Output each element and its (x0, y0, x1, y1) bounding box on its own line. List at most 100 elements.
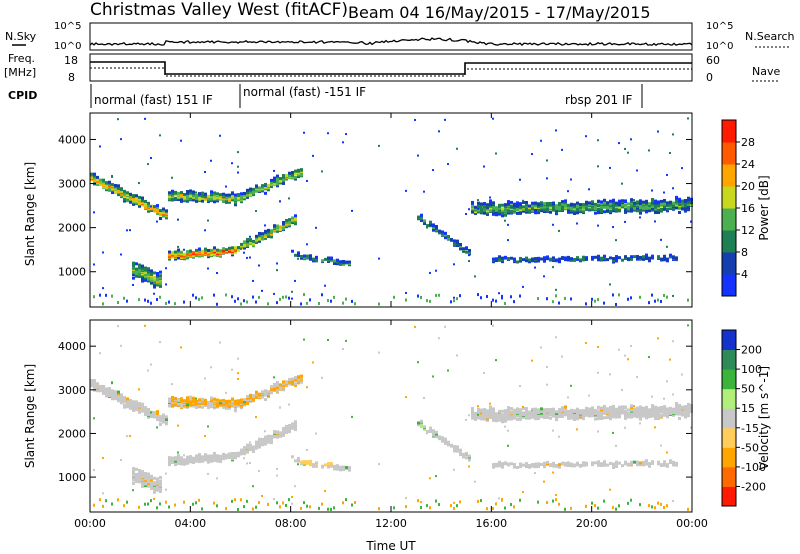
power-echo-cell (144, 273, 147, 277)
power-scatter-cell (288, 197, 290, 200)
power-echo-cell (189, 193, 192, 197)
velocity-scatter-cell (156, 426, 158, 429)
colorbar-segment (722, 369, 736, 390)
colorbar-tick-label: 28 (741, 136, 755, 149)
velocity-scatter-cell (315, 432, 317, 435)
power-echo-cell (123, 197, 126, 201)
velocity-ground-cell (555, 498, 557, 502)
velocity-ground-cell (333, 506, 335, 510)
power-echo-cell (186, 190, 189, 194)
velocity-echo-cell (501, 420, 504, 424)
velocity-ground-cell (168, 505, 170, 509)
velocity-echo-cell (525, 416, 528, 420)
velocity-echo-cell (618, 405, 621, 409)
power-echo-cell (666, 259, 669, 263)
power-echo-cell (93, 172, 96, 176)
power-echo-cell (330, 259, 333, 263)
velocity-echo-cell (429, 426, 432, 430)
velocity-echo-cell (198, 398, 201, 402)
power-ground-cell (342, 301, 344, 305)
power-echo-cell (165, 216, 168, 220)
velocity-ground-cell (405, 505, 407, 509)
velocity-echo-cell (270, 440, 273, 444)
velocity-echo-cell (579, 409, 582, 413)
velocity-echo-cell (96, 384, 99, 388)
power-echo-cell (264, 187, 267, 191)
velocity-echo-cell (168, 397, 171, 401)
velocity-echo-cell (543, 463, 546, 467)
power-echo-cell (573, 257, 576, 261)
power-echo-cell (657, 255, 660, 259)
cpid-segment-3: rbsp 201 IF (565, 93, 632, 107)
velocity-echo-cell (540, 463, 543, 467)
velocity-echo-cell (237, 399, 240, 403)
power-echo-cell (489, 202, 492, 206)
power-scatter-cell (468, 208, 470, 211)
power-echo-cell (258, 239, 261, 243)
velocity-echo-cell (618, 408, 621, 412)
power-echo-cell (585, 256, 588, 260)
power-echo-cell (615, 259, 618, 263)
velocity-ground-cell (282, 501, 284, 505)
velocity-scatter-cell (324, 489, 326, 492)
velocity-echo-cell (300, 379, 303, 383)
power-echo-cell (294, 169, 297, 173)
velocity-echo-cell (231, 451, 234, 455)
velocity-echo-cell (291, 422, 294, 426)
velocity-echo-cell (159, 481, 162, 485)
velocity-echo-cell (210, 396, 213, 400)
velocity-echo-cell (516, 407, 519, 411)
velocity-echo-cell (642, 462, 645, 466)
velocity-echo-cell (207, 403, 210, 407)
power-echo-cell (633, 201, 636, 205)
velocity-echo-cell (189, 397, 192, 401)
velocity-echo-cell (246, 395, 249, 399)
velocity-echo-cell (138, 470, 141, 474)
colorbar-tick-label: 20 (741, 180, 755, 193)
power-echo-cell (195, 193, 198, 197)
power-ground-cell (174, 302, 176, 306)
power-echo-cell (594, 255, 597, 259)
power-ground-cell (138, 298, 140, 302)
velocity-echo-cell (636, 415, 639, 419)
power-echo-cell (528, 206, 531, 210)
power-scatter-cell (102, 251, 104, 254)
velocity-echo-cell (276, 388, 279, 392)
velocity-echo-cell (483, 417, 486, 421)
velocity-ground-cell (306, 504, 308, 508)
power-echo-cell (612, 198, 615, 202)
power-echo-cell (117, 192, 120, 196)
velocity-ground-cell (93, 503, 95, 507)
velocity-echo-cell (564, 407, 567, 411)
velocity-echo-cell (486, 409, 489, 413)
velocity-ground-cell (630, 498, 632, 502)
velocity-echo-cell (666, 407, 669, 411)
velocity-scatter-cell (183, 454, 185, 457)
power-echo-cell (504, 213, 507, 217)
power-echo-cell (258, 233, 261, 237)
velocity-echo-cell (279, 385, 282, 389)
velocity-ground-cell (594, 504, 596, 508)
power-echo-cell (285, 219, 288, 223)
power-ground-cell (198, 297, 200, 301)
power-echo-cell (513, 206, 516, 210)
power-echo-cell (627, 202, 630, 206)
velocity-echo-cell (558, 408, 561, 412)
power-scatter-cell (543, 275, 545, 278)
nsky-label: N.Sky (5, 30, 37, 43)
power-ground-cell (654, 299, 656, 303)
velocity-echo-cell (135, 477, 138, 481)
power-ground-cell (300, 302, 302, 306)
power-echo-cell (153, 206, 156, 210)
power-scatter-cell (306, 179, 308, 182)
velocity-scatter-cell (660, 444, 662, 447)
power-echo-cell (339, 260, 342, 264)
velocity-echo-cell (156, 411, 159, 415)
power-echo-cell (198, 247, 201, 251)
frequency-panel: Freq. [MHz] 18 8 60 0 Nave (4, 52, 780, 84)
power-scatter-cell (669, 152, 671, 155)
velocity-scatter-cell (690, 426, 692, 429)
velocity-echo-cell (612, 408, 615, 412)
power-echo-cell (594, 211, 597, 215)
